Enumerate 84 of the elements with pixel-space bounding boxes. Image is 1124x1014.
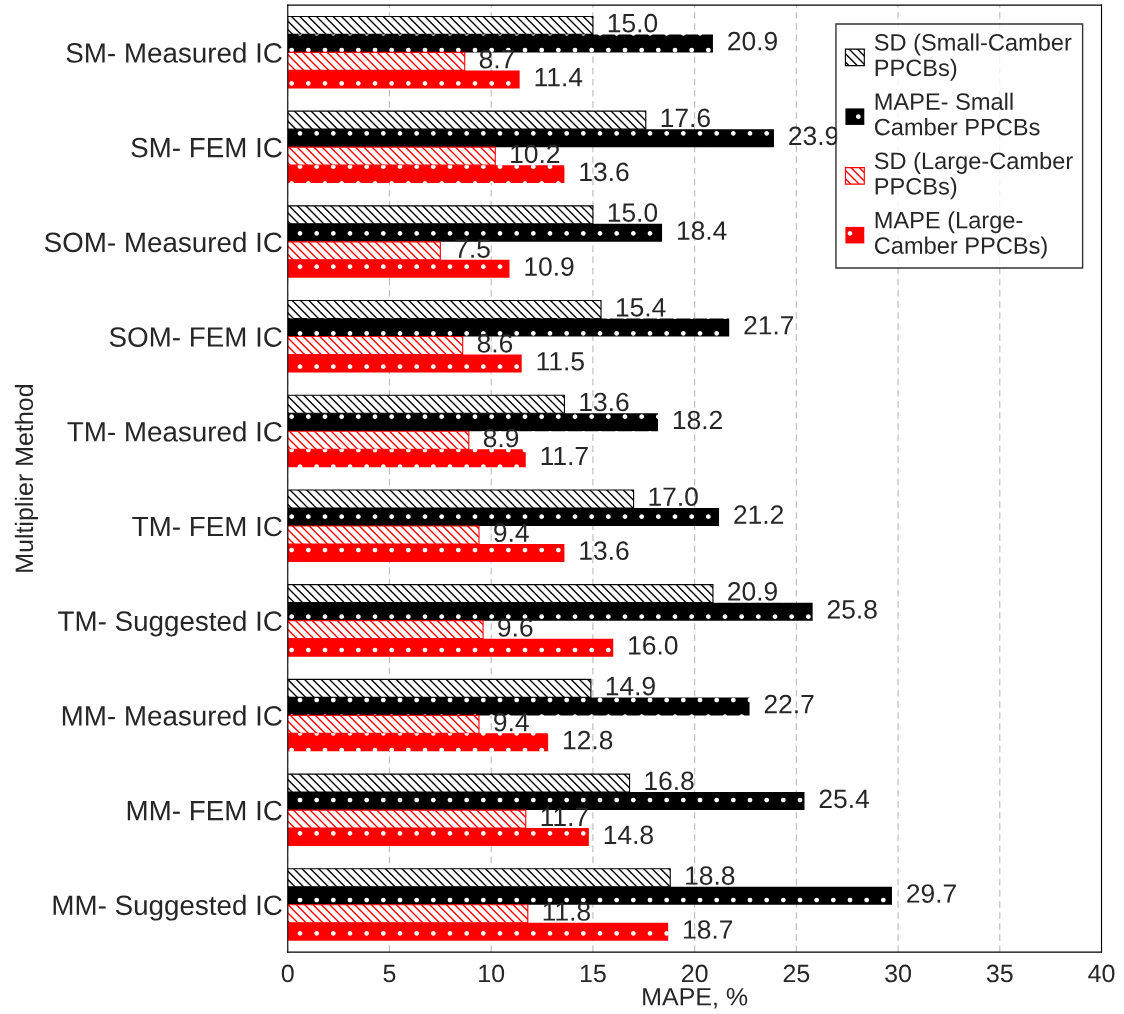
x-tick-label: 35 bbox=[986, 964, 1013, 983]
y-tick-label: SM- Measured IC bbox=[66, 42, 282, 63]
bar bbox=[287, 828, 589, 847]
data-label: 11.7 bbox=[541, 446, 588, 466]
bar bbox=[287, 809, 527, 829]
y-tick-label: SOM- FEM IC bbox=[109, 327, 282, 347]
bar bbox=[287, 733, 549, 752]
bar bbox=[287, 165, 565, 184]
bar bbox=[287, 922, 669, 941]
data-label: 18.7 bbox=[684, 920, 733, 939]
data-label: 10.2 bbox=[511, 144, 560, 164]
data-label: 29.7 bbox=[907, 884, 956, 903]
x-axis-title: MAPE, % bbox=[643, 988, 748, 1009]
data-label: 18.4 bbox=[677, 221, 727, 240]
legend-label: SD (Large-Camber PPCBs) bbox=[874, 151, 1073, 200]
legend-label: SD (Small-Camber PPCBs) bbox=[874, 33, 1072, 81]
y-axis-title: Multiplier Method bbox=[14, 385, 39, 572]
bar bbox=[287, 146, 496, 166]
bar bbox=[287, 638, 614, 657]
data-label: 12.8 bbox=[564, 730, 613, 750]
bar bbox=[287, 620, 484, 640]
data-label: 9.4 bbox=[494, 712, 529, 732]
bar bbox=[287, 335, 464, 356]
data-label: 11.4 bbox=[535, 68, 583, 87]
x-tick-label: 15 bbox=[580, 964, 606, 983]
data-label: 18.2 bbox=[673, 410, 722, 430]
data-label: 25.4 bbox=[819, 789, 869, 809]
data-label: 20.9 bbox=[728, 582, 777, 601]
y-tick-label: MM- Suggested IC bbox=[53, 894, 282, 921]
data-label: 11.8 bbox=[543, 902, 590, 921]
data-label: 9.6 bbox=[498, 618, 533, 637]
bar bbox=[287, 714, 480, 734]
y-tick-label: SOM- Measured IC bbox=[44, 231, 282, 253]
bar bbox=[287, 51, 466, 71]
bar bbox=[287, 259, 510, 278]
data-label: 22.7 bbox=[764, 694, 814, 714]
y-tick-label: MM- Measured IC bbox=[62, 705, 282, 726]
y-tick-label: SM- FEM IC bbox=[131, 137, 282, 158]
data-label: 17.0 bbox=[649, 487, 698, 507]
y-tick-label: TM- Suggested IC bbox=[58, 610, 282, 637]
data-label: 14.8 bbox=[604, 825, 653, 845]
bar bbox=[287, 354, 522, 373]
data-label: 9.4 bbox=[494, 523, 529, 543]
bar bbox=[287, 543, 565, 562]
x-tick-label: 25 bbox=[783, 964, 810, 983]
data-label: 11.7 bbox=[541, 807, 588, 826]
data-label: 13.6 bbox=[580, 162, 629, 182]
data-label: 11.5 bbox=[537, 352, 584, 371]
data-label: 15.0 bbox=[608, 13, 658, 33]
data-label: 15.0 bbox=[608, 203, 658, 222]
data-label: 21.7 bbox=[744, 315, 794, 335]
x-tick-label: 5 bbox=[383, 964, 396, 983]
data-label: 8.9 bbox=[483, 428, 519, 448]
data-label: 17.6 bbox=[661, 108, 710, 128]
data-label: 15.4 bbox=[616, 298, 666, 317]
bar bbox=[287, 70, 520, 89]
y-tick-label: TM- FEM IC bbox=[132, 516, 282, 537]
legend-label: MAPE (Large- Camber PPCBs) bbox=[874, 211, 1047, 259]
data-label: 25.8 bbox=[827, 600, 877, 619]
x-tick-label: 20 bbox=[681, 964, 708, 983]
bar bbox=[287, 449, 526, 468]
y-tick-label: TM- Measured IC bbox=[67, 421, 282, 442]
data-label: 16.0 bbox=[629, 636, 678, 655]
data-label: 18.8 bbox=[686, 866, 735, 885]
data-label: 13.6 bbox=[580, 392, 629, 412]
y-tick-label: MM- FEM IC bbox=[127, 800, 282, 821]
data-label: 8.7 bbox=[479, 49, 514, 69]
data-label: 16.8 bbox=[645, 771, 694, 791]
bar bbox=[287, 525, 480, 545]
data-label: 10.9 bbox=[525, 257, 574, 276]
data-label: 21.2 bbox=[734, 505, 783, 524]
data-label: 13.6 bbox=[580, 541, 629, 561]
data-label: 8.6 bbox=[477, 333, 513, 353]
x-tick-label: 30 bbox=[885, 964, 911, 983]
legend-label: MAPE- Small Camber PPCBs bbox=[874, 92, 1040, 136]
data-label: 14.9 bbox=[606, 676, 655, 696]
x-tick-label: 40 bbox=[1088, 964, 1115, 983]
bar bbox=[287, 430, 470, 450]
bar bbox=[287, 241, 441, 261]
data-label: 7.5 bbox=[455, 239, 490, 258]
bar bbox=[287, 904, 529, 924]
x-tick-label: 10 bbox=[479, 964, 505, 983]
data-label: 20.9 bbox=[728, 31, 777, 51]
x-tick-label: 0 bbox=[281, 964, 294, 983]
